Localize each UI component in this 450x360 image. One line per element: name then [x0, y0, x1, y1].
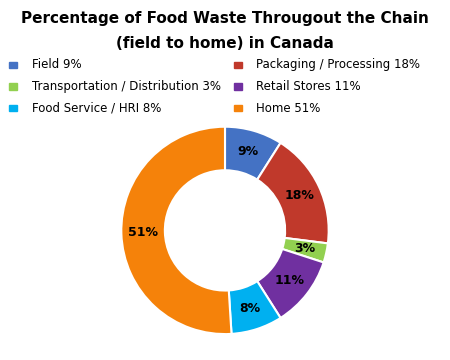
- Text: 9%: 9%: [237, 145, 258, 158]
- Wedge shape: [229, 281, 280, 334]
- Text: Transportation / Distribution 3%: Transportation / Distribution 3%: [32, 80, 220, 93]
- Wedge shape: [257, 143, 328, 243]
- Text: Retail Stores 11%: Retail Stores 11%: [256, 80, 361, 93]
- Text: 3%: 3%: [294, 242, 315, 255]
- Wedge shape: [282, 238, 328, 262]
- Text: Food Service / HRI 8%: Food Service / HRI 8%: [32, 102, 161, 114]
- Text: Packaging / Processing 18%: Packaging / Processing 18%: [256, 58, 420, 71]
- Text: Percentage of Food Waste Througout the Chain: Percentage of Food Waste Througout the C…: [21, 11, 429, 26]
- Text: 18%: 18%: [284, 189, 314, 202]
- Text: 51%: 51%: [128, 226, 158, 239]
- Text: (field to home) in Canada: (field to home) in Canada: [116, 36, 334, 51]
- Text: 8%: 8%: [240, 302, 261, 315]
- Text: Field 9%: Field 9%: [32, 58, 81, 71]
- Wedge shape: [257, 249, 324, 318]
- Wedge shape: [225, 127, 280, 180]
- Text: Home 51%: Home 51%: [256, 102, 321, 114]
- Text: 11%: 11%: [274, 274, 305, 287]
- Wedge shape: [122, 127, 231, 334]
